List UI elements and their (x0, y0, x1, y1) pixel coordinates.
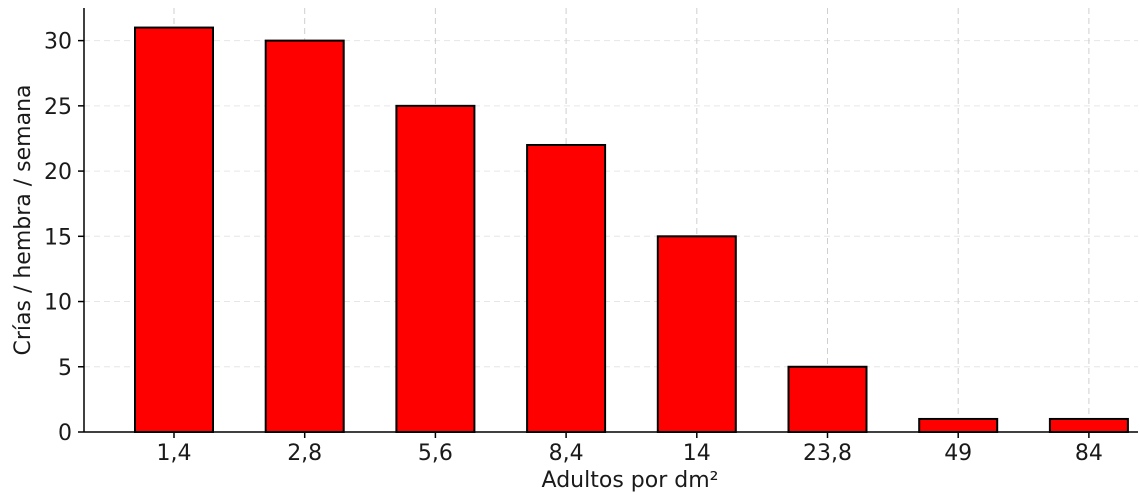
y-tick-label: 15 (44, 225, 72, 250)
x-tick-label: 8,4 (549, 441, 584, 466)
axis-layer (83, 8, 1138, 433)
x-tick-label: 84 (1075, 441, 1103, 466)
bar-49 (918, 417, 999, 434)
bar-layer (134, 26, 1129, 434)
x-tick-label: 23,8 (803, 441, 852, 466)
x-tick-label: 1,4 (157, 441, 192, 466)
y-tick-label: 10 (44, 291, 72, 316)
x-tick-label: 49 (944, 441, 972, 466)
tick-layer: 0 5 10 15 20 25 30 1,4 2,8 5,6 8,4 14 23,8 49 84 (44, 30, 1103, 466)
bar-14 (656, 235, 737, 433)
y-tick-label: 0 (58, 421, 72, 446)
x-axis-label: Adultos por dm² (542, 468, 719, 493)
y-axis-label: Crías / hembra / semana (11, 85, 36, 356)
y-tick-label: 25 (44, 95, 72, 120)
bar-5-6 (395, 104, 476, 433)
bar-8-4 (526, 143, 607, 433)
bar-23-8 (787, 365, 868, 433)
y-tick-label: 20 (44, 160, 72, 185)
x-tick-label: 14 (683, 441, 711, 466)
bar-84 (1048, 417, 1129, 434)
x-tick-label: 5,6 (418, 441, 453, 466)
x-tick-label: 2,8 (287, 441, 322, 466)
grid-layer (84, 8, 1138, 433)
bar-1-4 (134, 26, 214, 433)
y-tick-label: 30 (44, 30, 72, 55)
bar-2-8 (264, 39, 345, 433)
y-tick-label: 5 (58, 356, 72, 381)
